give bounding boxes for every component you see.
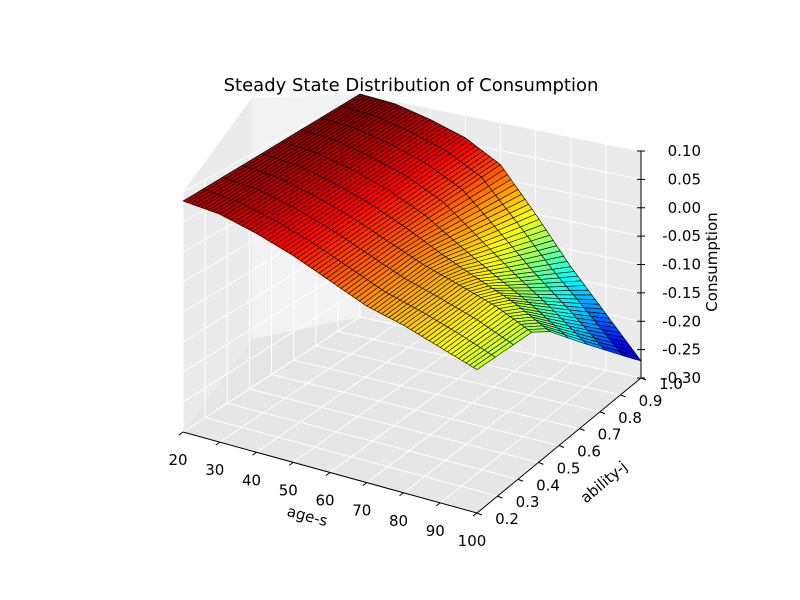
floor-pane [183,317,641,513]
x-axis-ticks: 20 30 40 50 60 70 80 90 100 [168,431,487,550]
z-tick-label: -0.05 [662,227,701,245]
y-tick-mark [476,512,483,516]
y-tick-label: 0.7 [598,426,622,444]
y-tick-label: 0.9 [639,392,663,410]
x-tick-label: 30 [205,461,224,479]
y-tick-label: 0.4 [536,476,560,494]
x-tick-label: 50 [279,481,298,499]
y-tick-label: 0.6 [577,443,601,461]
z-tick-label: -0.15 [662,284,701,302]
x-tick-mark [435,502,441,507]
x-tick-mark [178,431,184,436]
z-axis-label: Consumption [703,212,721,311]
x-tick-mark [362,482,368,487]
y-axis-ticks: 0.20.30.40.50.60.70.80.91.0 [476,375,683,528]
y-tick-label: 0.5 [557,459,581,477]
z-tick-label: 0.10 [668,142,701,160]
z-tick-label: 0.00 [668,199,701,217]
x-tick-label: 20 [168,451,187,469]
y-tick-mark [558,445,565,448]
x-tick-label: 70 [352,502,371,520]
z-axis-ticks: 0.10 0.05 0.00 -0.05 -0.10 -0.15 -0.20 -0.25 -0.… [637,142,701,387]
x-tick-mark [325,472,331,476]
z-tick-label: -0.25 [662,341,701,359]
y-tick-mark [497,495,503,499]
surface-facet [547,286,571,292]
x-tick-mark [399,492,404,497]
chart-title: Steady State Distribution of Consumption [224,75,599,96]
x-tick-mark [215,441,221,446]
z-tick-label: -0.10 [662,256,701,274]
y-tick-mark [538,461,544,465]
y-tick-mark [579,428,585,432]
y-tick-mark [620,394,626,398]
z-tick-label: 0.05 [668,170,701,188]
x-tick-label: 100 [458,532,487,550]
y-tick-label: 0.2 [495,510,519,528]
y-tick-mark [517,478,524,482]
surface-facet [565,285,589,291]
x-tick-label: 90 [426,522,445,540]
consumption-surface [182,93,642,370]
y-tick-label: 0.3 [516,493,540,511]
x-tick-label: 80 [389,512,408,530]
x-tick-mark [472,512,478,517]
x-tick-mark [288,461,294,466]
surface-facet [472,354,496,370]
x-tick-mark [252,451,257,456]
y-tick-label: 0.8 [618,409,642,427]
grid-line-z [182,316,642,433]
x-tick-label: 60 [315,492,334,510]
y-tick-label: 1.0 [659,375,683,393]
y-tick-mark [599,411,606,415]
x-tick-label: 40 [242,471,261,489]
z-tick-label: -0.30 [662,369,701,387]
z-tick-label: -0.20 [662,312,701,330]
